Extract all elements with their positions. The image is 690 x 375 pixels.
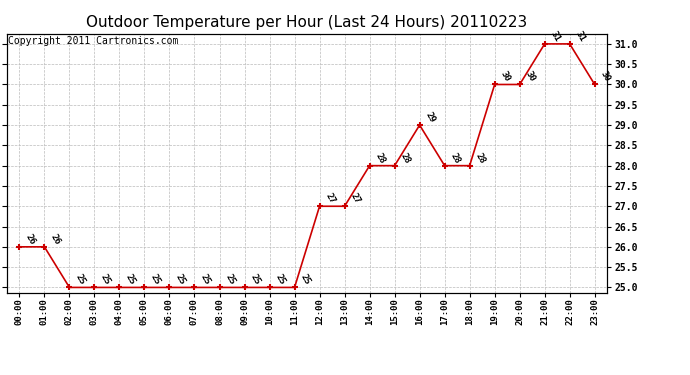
Text: 25: 25	[174, 273, 187, 286]
Text: 25: 25	[299, 273, 312, 286]
Text: 27: 27	[348, 192, 362, 206]
Text: 25: 25	[124, 273, 137, 286]
Text: 28: 28	[448, 151, 462, 165]
Text: 28: 28	[399, 151, 412, 165]
Text: 27: 27	[324, 192, 337, 206]
Text: 25: 25	[74, 273, 87, 286]
Text: 30: 30	[499, 70, 512, 84]
Text: 30: 30	[599, 70, 612, 84]
Text: 28: 28	[374, 151, 387, 165]
Text: Copyright 2011 Cartronics.com: Copyright 2011 Cartronics.com	[8, 36, 179, 46]
Text: 25: 25	[224, 273, 237, 286]
Text: 30: 30	[524, 70, 537, 84]
Text: 26: 26	[48, 232, 61, 246]
Text: 28: 28	[474, 151, 487, 165]
Title: Outdoor Temperature per Hour (Last 24 Hours) 20110223: Outdoor Temperature per Hour (Last 24 Ho…	[86, 15, 528, 30]
Text: 29: 29	[424, 111, 437, 124]
Text: 31: 31	[574, 29, 587, 43]
Text: 25: 25	[248, 273, 262, 286]
Text: 26: 26	[23, 232, 37, 246]
Text: 25: 25	[148, 273, 161, 286]
Text: 31: 31	[549, 29, 562, 43]
Text: 25: 25	[199, 273, 212, 286]
Text: 25: 25	[99, 273, 112, 286]
Text: 25: 25	[274, 273, 287, 286]
